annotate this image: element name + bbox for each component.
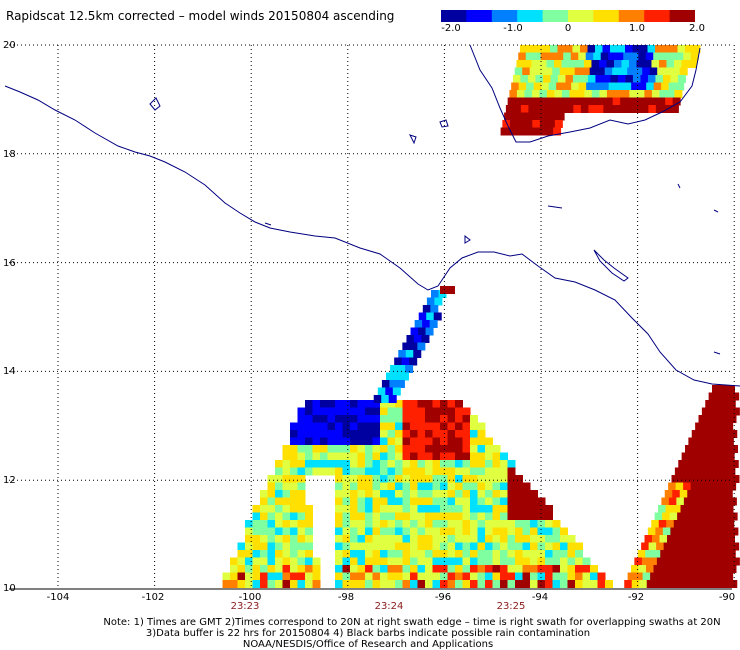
island <box>593 249 629 282</box>
colorbar-segment <box>593 10 620 22</box>
colorbar-segment <box>491 10 518 22</box>
lon-label: -94 <box>531 592 549 603</box>
island <box>677 183 681 189</box>
gulf-coastline <box>469 44 701 143</box>
lat-label: 12 <box>3 475 16 486</box>
colorbar-segment <box>618 10 645 22</box>
lat-label: 14 <box>3 366 16 377</box>
coastline <box>4 44 740 387</box>
island <box>264 222 272 226</box>
footnote-line: 3)Data buffer is 22 hrs for 20150804 4) … <box>145 628 591 639</box>
lat-label: 16 <box>3 258 16 269</box>
colorbar-label: -1.0 <box>503 23 523 34</box>
colorbar-segment <box>441 10 467 22</box>
colorbar <box>441 10 695 22</box>
wind-difference-swaths <box>222 45 740 588</box>
time-label: 23:25 <box>496 601 526 612</box>
lon-label: -92 <box>627 592 645 603</box>
colorbar-segment <box>466 10 493 22</box>
island <box>439 119 449 128</box>
lon-label: -90 <box>718 592 736 603</box>
colorbar-label: 0 <box>564 23 572 34</box>
lat-label: 18 <box>3 149 16 160</box>
pacific-coastline <box>4 85 740 387</box>
colorbar-segment <box>568 10 594 22</box>
lon-label: -98 <box>337 592 355 603</box>
colorbar-segment <box>542 10 569 22</box>
time-label: 23:23 <box>230 601 260 612</box>
lon-label: -104 <box>46 592 70 603</box>
lat-label: 10 <box>3 583 16 594</box>
map-title: Rapidscat 12.5km corrected – model winds… <box>6 9 395 23</box>
lat-label: 20 <box>3 40 16 51</box>
footnote-line: Note: 1) Times are GMT 2)Times correspon… <box>103 617 721 628</box>
time-label: 23:24 <box>374 601 404 612</box>
footnote-line: NOAA/NESDIS/Office of Research and Appli… <box>242 639 494 650</box>
colorbar-segment <box>669 10 695 22</box>
lon-label: -96 <box>434 592 452 603</box>
island <box>464 234 471 244</box>
colorbar-label: -2.0 <box>441 23 461 34</box>
lat-lon-grid <box>9 44 735 590</box>
colorbar-segment <box>517 10 544 22</box>
colorbar-label: 1.0 <box>629 23 645 34</box>
island <box>149 97 161 111</box>
island <box>547 205 563 209</box>
lon-label: -102 <box>141 592 165 603</box>
island <box>713 209 719 213</box>
colorbar-segment <box>644 10 671 22</box>
island <box>409 134 417 145</box>
colorbar-label: 2.0 <box>689 23 705 34</box>
island <box>713 351 721 355</box>
lon-label: -100 <box>238 592 262 603</box>
